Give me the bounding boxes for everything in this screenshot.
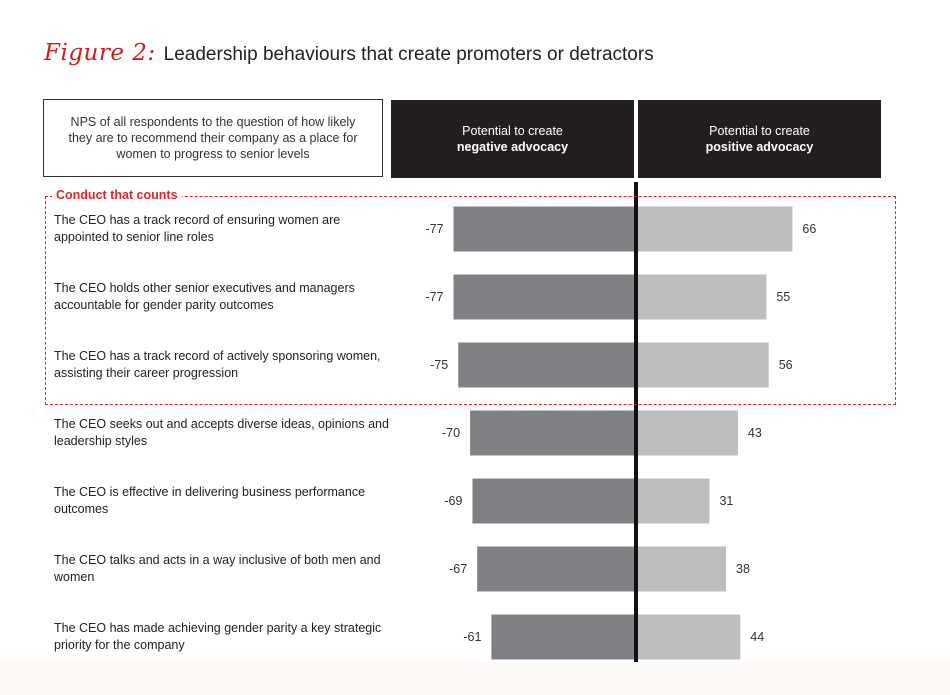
negative-bar <box>472 478 636 524</box>
row-label: The CEO has a track record of ensuring w… <box>54 213 341 244</box>
negative-value-label: -67 <box>449 562 467 576</box>
row-label: The CEO is effective in delivering busin… <box>54 485 366 516</box>
positive-value-label: 38 <box>736 562 750 576</box>
positive-bar <box>636 478 710 524</box>
conduct-highlight-box <box>45 196 896 405</box>
positive-header-line1: Potential to create <box>709 124 810 138</box>
negative-bar <box>458 342 636 388</box>
positive-value-label: 31 <box>719 494 733 508</box>
row-label: The CEO holds other senior executives an… <box>54 281 355 312</box>
negative-value-label: -77 <box>425 222 443 236</box>
figure-label: Figure 2: <box>44 40 156 66</box>
negative-value-label: -75 <box>430 358 448 372</box>
positive-value-label: 43 <box>748 426 762 440</box>
positive-header: Potential to create positive advocacy <box>638 100 881 178</box>
row-label: The CEO has made achieving gender parity… <box>54 621 382 652</box>
positive-bar <box>636 614 741 660</box>
row-label: The CEO talks and acts in a way inclusiv… <box>54 553 381 584</box>
conduct-label: Conduct that counts <box>52 188 182 202</box>
positive-bar <box>636 206 793 252</box>
positive-value-label: 66 <box>802 222 816 236</box>
negative-bar <box>491 614 636 660</box>
question-box: NPS of all respondents to the question o… <box>43 99 383 177</box>
negative-bar <box>470 410 636 456</box>
positive-value-label: 44 <box>750 630 764 644</box>
negative-value-label: -77 <box>425 290 443 304</box>
figure-title-text: Leadership behaviours that create promot… <box>163 44 654 65</box>
positive-bar <box>636 546 727 592</box>
negative-header-line2: negative advocacy <box>456 140 569 154</box>
negative-value-label: -61 <box>463 630 481 644</box>
negative-header-line1: Potential to create <box>462 124 563 138</box>
positive-bar <box>636 274 767 320</box>
negative-header: Potential to create negative advocacy <box>391 100 634 178</box>
negative-bar <box>477 546 636 592</box>
row-label: The CEO has a track record of actively s… <box>54 349 381 380</box>
positive-bar <box>636 342 769 388</box>
negative-bar <box>453 274 636 320</box>
positive-bar <box>636 410 738 456</box>
figure-title: Figure 2: Leadership behaviours that cre… <box>44 40 654 72</box>
positive-header-line2: positive advocacy <box>705 140 814 154</box>
negative-value-label: -70 <box>442 426 460 440</box>
negative-value-label: -69 <box>444 494 462 508</box>
positive-value-label: 55 <box>776 290 790 304</box>
positive-value-label: 56 <box>779 358 793 372</box>
row-label: The CEO seeks out and accepts diverse id… <box>54 417 389 448</box>
negative-bar <box>453 206 636 252</box>
bottom-band <box>0 662 950 695</box>
